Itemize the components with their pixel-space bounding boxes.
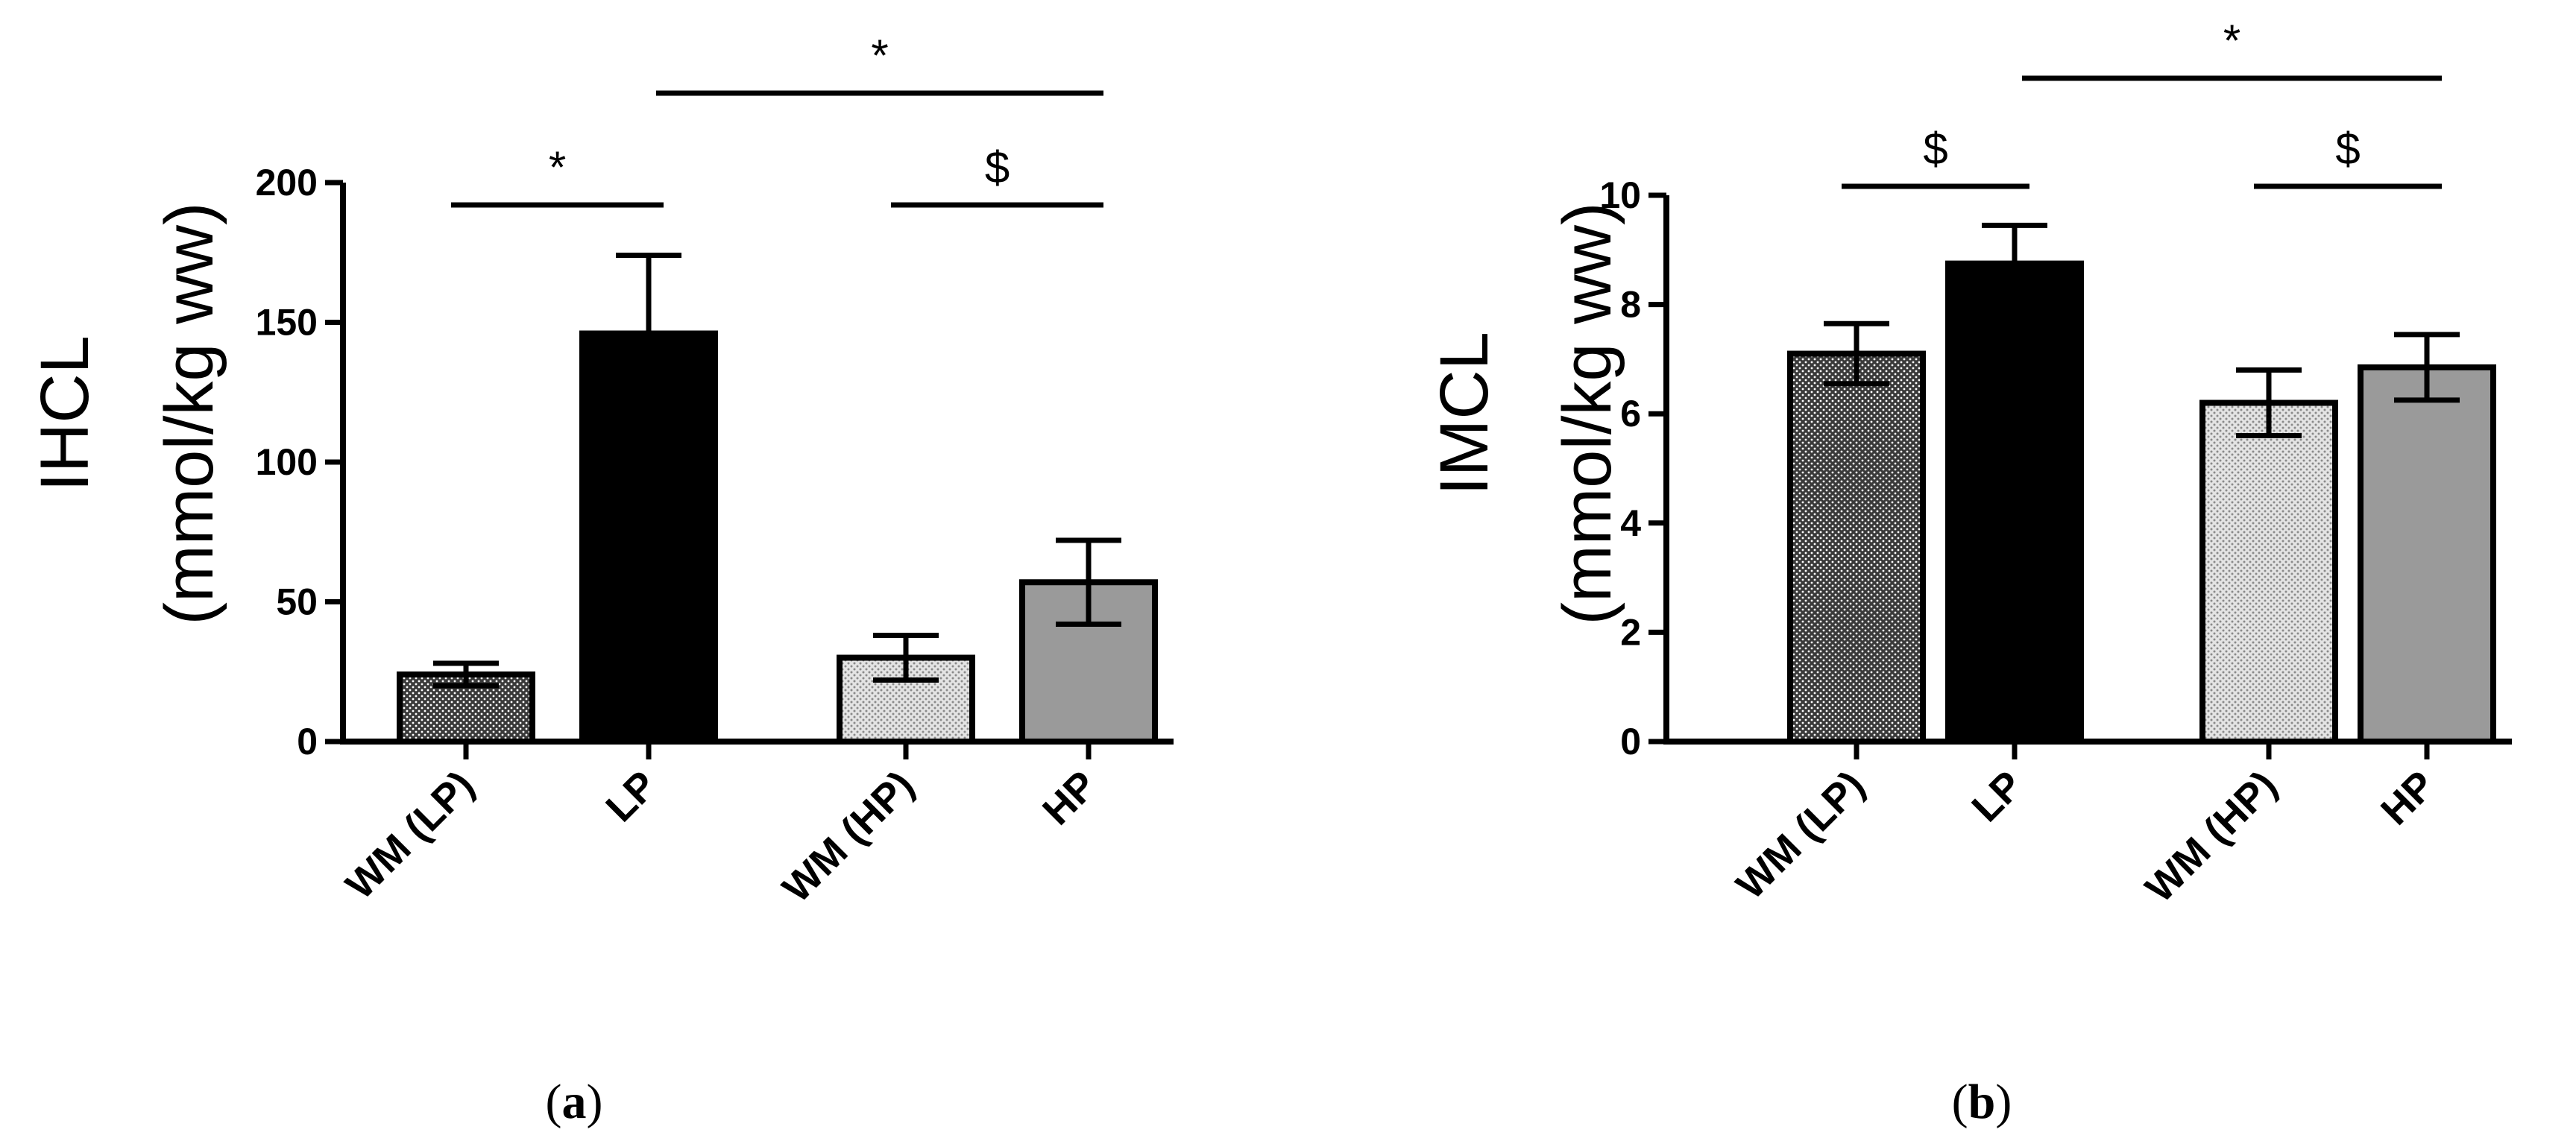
y-tick-label-a: 50 bbox=[276, 581, 318, 623]
plot-area-b: 0 2 4 6 8 10 WM (LP) LP WM (HP) HP $ * $ bbox=[1599, 16, 2512, 911]
y-tick-label-b: 0 bbox=[1620, 721, 1641, 762]
y-axis-title-b-line1: IMCL bbox=[1426, 332, 1502, 496]
category-label-b: HP bbox=[2372, 762, 2443, 833]
y-tick-label-a: 0 bbox=[297, 721, 318, 762]
y-tick-label-b: 10 bbox=[1599, 174, 1641, 216]
category-label-b: WM (HP) bbox=[2137, 762, 2285, 911]
category-label-b: LP bbox=[1963, 762, 2031, 830]
significance-label-b: * bbox=[2223, 16, 2240, 66]
bar-b bbox=[2199, 399, 2338, 745]
significance-label-b: $ bbox=[2335, 124, 2360, 174]
y-axis-title-a-line1: IHCL bbox=[27, 335, 103, 492]
category-label-b: WM (LP) bbox=[1728, 762, 1873, 908]
y-axis-title-a-line2: (mmol/kg ww) bbox=[151, 202, 227, 625]
panel-label-b-letter: b bbox=[1968, 1075, 1996, 1129]
y-tick-label-a: 150 bbox=[256, 302, 318, 344]
y-tick-label-b: 6 bbox=[1620, 393, 1641, 434]
chart-panel-a: IHCL (mmol/kg ww) 0 50 100 150 200 WM (LP) LP W… bbox=[27, 31, 1174, 1129]
significance-label-a: $ bbox=[985, 142, 1010, 192]
significance-label-a: * bbox=[871, 31, 888, 80]
category-label-a: WM (LP) bbox=[337, 762, 482, 908]
significance-label-a: * bbox=[549, 142, 566, 192]
bar-b bbox=[1945, 260, 2084, 745]
category-label-a: WM (HP) bbox=[774, 762, 922, 911]
category-label-a: HP bbox=[1034, 762, 1105, 833]
bar-b bbox=[1787, 350, 1926, 745]
y-tick-label-a: 200 bbox=[256, 162, 318, 203]
bar-b bbox=[2358, 364, 2496, 745]
y-tick-label-a: 100 bbox=[256, 441, 318, 483]
y-tick-label-b: 2 bbox=[1620, 611, 1641, 653]
panel-label-a-letter: a bbox=[562, 1075, 587, 1129]
chart-panel-b: IMCL (mmol/kg ww) 0 2 4 6 8 10 WM (LP) LP WM (HP… bbox=[1426, 16, 2512, 1129]
panel-label-a: (a) bbox=[546, 1075, 603, 1129]
y-axis-title-b-line2: (mmol/kg ww) bbox=[1549, 202, 1625, 625]
significance-label-b: $ bbox=[1923, 124, 1947, 174]
category-label-a: LP bbox=[597, 762, 665, 830]
y-tick-label-b: 8 bbox=[1620, 284, 1641, 326]
panel-label-b: (b) bbox=[1952, 1075, 2012, 1129]
plot-area-a: 0 50 100 150 200 WM (LP) LP WM (HP) HP * * $ bbox=[256, 31, 1174, 911]
y-tick-label-b: 4 bbox=[1620, 502, 1641, 544]
